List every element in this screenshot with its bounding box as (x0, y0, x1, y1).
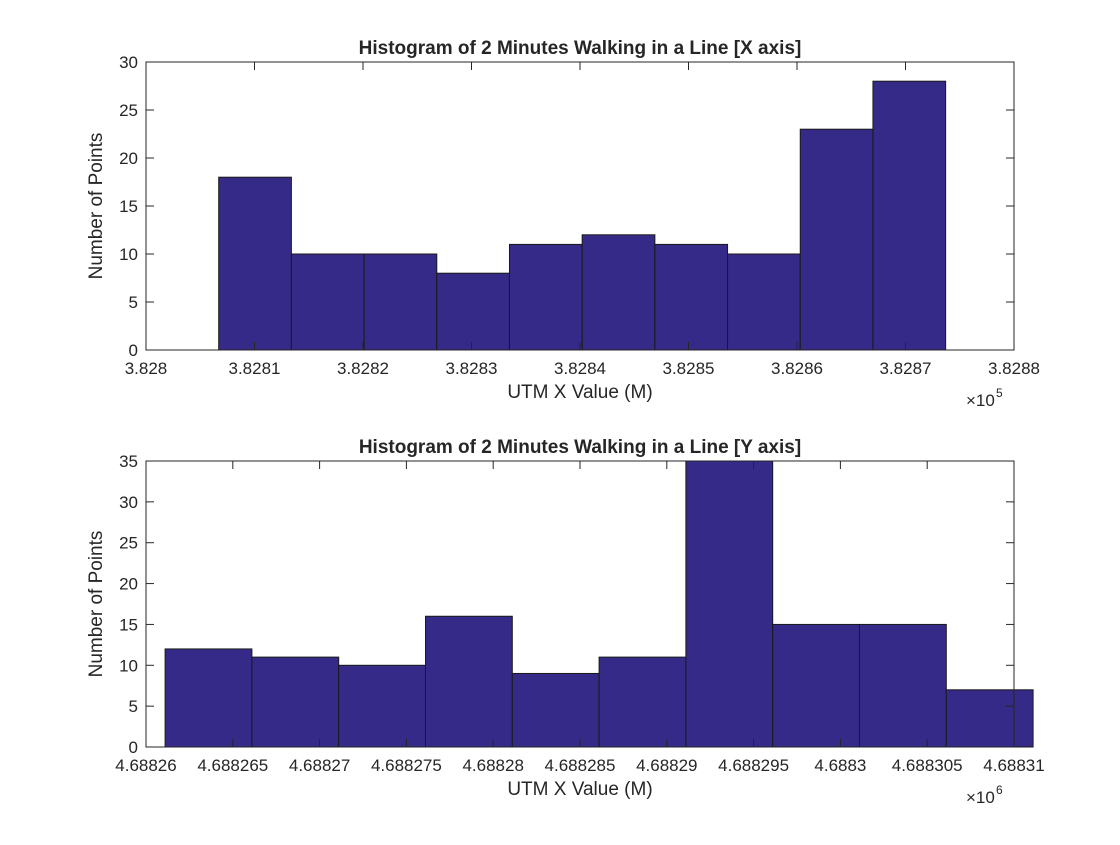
y-tick-label: 20 (119, 149, 138, 168)
histogram-bar (338, 664, 426, 748)
y-tick-label: 5 (129, 697, 138, 716)
histogram-bar (685, 460, 774, 748)
y-tick-label: 0 (129, 738, 138, 757)
x-axis-label: UTM X Value (M) (507, 779, 652, 800)
y-tick-label: 20 (119, 575, 138, 594)
x-tick-label: 3.8287 (880, 359, 932, 378)
histogram-bar (581, 234, 656, 351)
histogram-bar (164, 648, 253, 748)
histogram-bar (598, 656, 687, 748)
y-tick-label: 10 (119, 245, 138, 264)
chart-1: 3.828 3.8281 3.8282 3.8283 3.8284 3.8285 3.828… (86, 38, 1040, 410)
x-tick-label: 3.8286 (771, 359, 823, 378)
x-axis-label: UTM X Value (M) (507, 382, 652, 403)
histogram-bar (872, 80, 947, 351)
histogram-bar (436, 272, 510, 351)
x-tick-label: 4.68826 (115, 756, 176, 775)
x-tick-label: 3.8282 (337, 359, 389, 378)
y-tick-label: 0 (129, 341, 138, 360)
histogram-bar (727, 253, 801, 351)
histogram-bar (363, 253, 438, 351)
x-tick-label: 3.8288 (988, 359, 1040, 378)
histogram-bar (508, 243, 583, 351)
x-tick-label: 4.688285 (545, 756, 616, 775)
x-exponent-power: 6 (996, 783, 1003, 797)
y-tick-label: 35 (119, 452, 138, 471)
x-exponent-label: ×10 (966, 788, 995, 807)
chart-2: 4.68826 4.688265 4.68827 4.688275 4.68828 4.6… (86, 437, 1045, 807)
x-tick-label: 4.68827 (289, 756, 350, 775)
x-tick-label: 3.8283 (446, 359, 498, 378)
chart-title: Histogram of 2 Minutes Walking in a Line… (359, 38, 802, 59)
x-tick-label: 3.8284 (554, 359, 606, 378)
x-tick-label: 4.68831 (983, 756, 1044, 775)
y-axis-label: Number of Points (86, 133, 107, 280)
x-tick-label: 4.68829 (636, 756, 697, 775)
chart-title: Histogram of 2 Minutes Walking in a Line… (359, 437, 801, 458)
y-tick-label: 15 (119, 197, 138, 216)
x-tick-label: 4.688275 (371, 756, 442, 775)
histogram-bar (772, 623, 860, 748)
x-tick-label: 3.828 (125, 359, 168, 378)
y-tick-label: 30 (119, 53, 138, 72)
histogram-bar (799, 128, 874, 351)
x-tick-label: 3.8285 (663, 359, 715, 378)
histogram-bar (858, 623, 947, 748)
x-tick-label: 4.68828 (462, 756, 523, 775)
x-tick-label: 3.8281 (229, 359, 281, 378)
histogram-bar (251, 656, 340, 748)
histogram-bar (290, 253, 365, 351)
histogram-bar (511, 672, 600, 748)
y-tick-label: 30 (119, 493, 138, 512)
y-tick-label: 25 (119, 101, 138, 120)
histogram-bar (945, 689, 1034, 748)
x-tick-label: 4.688265 (197, 756, 268, 775)
y-tick-label: 5 (129, 293, 138, 312)
y-tick-label: 15 (119, 615, 138, 634)
x-exponent-power: 5 (996, 386, 1003, 400)
y-tick-label: 25 (119, 534, 138, 553)
x-exponent-label: ×10 (966, 391, 995, 410)
histogram-bar (218, 176, 292, 351)
histogram-bar (424, 615, 513, 748)
y-axis-label: Number of Points (86, 531, 107, 678)
x-tick-label: 4.6883 (814, 756, 866, 775)
x-tick-label: 4.688305 (892, 756, 963, 775)
x-tick-label: 4.688295 (718, 756, 789, 775)
y-tick-label: 10 (119, 656, 138, 675)
histogram-bar (654, 243, 729, 351)
